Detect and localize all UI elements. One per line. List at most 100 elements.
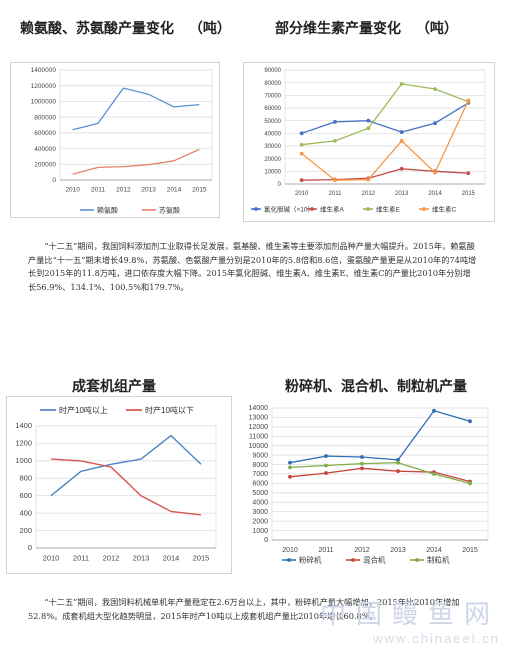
y-tick-label: 5000 xyxy=(252,490,268,497)
chart4-title: 粉碎机、混合机、制粒机产量 xyxy=(285,376,467,396)
y-tick-label: 50000 xyxy=(264,119,281,125)
data-point xyxy=(432,408,436,413)
paragraph-additives-text: “十二五”期间，我国饲料添加剂工业取得长足发展，氨基酸、维生素等主要添加剂品种产… xyxy=(28,241,477,292)
y-tick-label: 0 xyxy=(264,537,268,544)
chart-frame xyxy=(6,396,232,574)
y-tick-label: 2000 xyxy=(252,518,268,525)
y-tick-label: 1200 xyxy=(15,439,32,448)
y-tick-label: 1000 xyxy=(15,456,32,465)
y-tick-label: 9000 xyxy=(252,452,268,459)
x-tick-label: 2014 xyxy=(428,191,442,197)
x-tick-label: 2014 xyxy=(163,554,180,563)
y-tick-label: 6000 xyxy=(252,481,268,488)
x-tick-label: 2012 xyxy=(116,187,131,194)
y-tick-label: 1400000 xyxy=(31,67,57,74)
data-point xyxy=(288,474,292,479)
data-point xyxy=(360,461,364,466)
y-tick-label: 60000 xyxy=(264,106,281,112)
data-point xyxy=(366,177,371,182)
paragraph-machinery-text: “十二五”期间，我国饲料机械单机年产量稳定在2.6万台以上，其中，粉碎机产量大幅… xyxy=(28,597,460,621)
data-point xyxy=(468,481,472,486)
data-point xyxy=(333,178,337,183)
data-point xyxy=(396,469,400,474)
chart2-title-unit: （吨） xyxy=(415,21,458,37)
y-tick-label: 0 xyxy=(52,177,56,184)
legend-marker xyxy=(254,207,258,211)
data-point xyxy=(360,455,364,459)
chart1-title: 赖氨酸、苏氨酸产量变化 （吨） xyxy=(20,18,231,38)
y-tick-label: 0 xyxy=(28,543,32,552)
chart3-title-text: 成套机组产量 xyxy=(72,379,156,395)
data-point xyxy=(396,460,400,465)
y-tick-label: 30000 xyxy=(264,144,281,150)
legend-marker xyxy=(287,558,291,562)
machine-chart: 0 1000 2000 3000 4000 5000 6000 7000 8000 9000 100… xyxy=(249,405,489,565)
series-line-1 xyxy=(50,434,202,497)
watermark: 中国鳗鱼网 www.chinaeel.cn xyxy=(320,594,500,646)
y-tick-label: 600 xyxy=(19,491,32,500)
y-tick-label: 1200000 xyxy=(31,83,57,90)
y-tick-label: 1000 xyxy=(252,528,268,535)
data-point xyxy=(299,131,304,136)
y-tick-label: 7000 xyxy=(252,471,268,478)
y-tick-label: 14000 xyxy=(249,405,269,412)
paragraph-machinery: “十二五”期间，我国饲料机械单机年产量稳定在2.6万台以上，其中，粉碎机产量大幅… xyxy=(28,596,468,623)
x-tick-label: 2010 xyxy=(282,547,298,554)
legend-marker xyxy=(310,207,314,211)
y-tick-label: 4000 xyxy=(252,499,268,506)
data-point xyxy=(466,171,471,176)
x-tick-label: 2015 xyxy=(192,187,207,194)
y-tick-label: 600000 xyxy=(34,130,56,137)
y-tick-label: 13000 xyxy=(249,415,269,422)
y-tick-label: 400 xyxy=(19,508,32,517)
x-tick-label: 2011 xyxy=(91,187,105,194)
x-tick-label: 2015 xyxy=(193,554,210,563)
y-tick-label: 0 xyxy=(278,182,282,188)
legend-marker xyxy=(422,207,426,211)
lysine-threonine-chart: 0 200000 400000 600000 800000 1000000 1200000 1… xyxy=(10,62,220,218)
y-tick-label: 1400 xyxy=(15,421,32,430)
data-point xyxy=(366,118,371,123)
x-tick-label: 2010 xyxy=(295,191,309,197)
y-tick-label: 1000000 xyxy=(31,99,57,106)
chart2-title: 部分维生素产量变化 （吨） xyxy=(275,18,458,38)
legend-label: 维生素A xyxy=(320,204,345,213)
y-tick-label: 3000 xyxy=(252,509,268,516)
data-point xyxy=(333,120,337,124)
legend-marker xyxy=(351,558,355,562)
legend-label: 时产10吨以下 xyxy=(145,405,194,415)
x-tick-label: 2013 xyxy=(390,547,406,554)
data-point xyxy=(466,98,471,103)
data-point xyxy=(366,126,371,131)
x-tick-label: 2013 xyxy=(141,187,156,194)
data-point xyxy=(299,142,304,147)
series-line-2 xyxy=(72,148,200,175)
watermark-url: www.chinaeel.cn xyxy=(373,631,500,646)
series-line-1 xyxy=(72,87,200,131)
x-tick-label: 2013 xyxy=(133,554,150,563)
y-tick-label: 200 xyxy=(19,526,32,535)
x-tick-label: 2014 xyxy=(426,547,442,554)
paragraph-additives: “十二五”期间，我国饲料添加剂工业取得长足发展，氨基酸、维生素等主要添加剂品种产… xyxy=(28,240,478,294)
legend-label: 维生素C xyxy=(432,204,457,213)
y-tick-label: 40000 xyxy=(264,132,281,138)
series-line-2 xyxy=(50,458,202,516)
x-tick-label: 2012 xyxy=(103,554,120,563)
complete-unit-chart: 0 200 400 600 800 1000 1200 1400 2010 2011 2012 201… xyxy=(6,396,232,574)
data-point xyxy=(432,472,436,476)
series-line-2 xyxy=(289,467,471,483)
y-tick-label: 12000 xyxy=(249,424,269,431)
y-tick-label: 10000 xyxy=(249,443,269,450)
series-line-1 xyxy=(289,410,471,464)
legend-label: 时产10吨以上 xyxy=(59,405,108,415)
chart4-title-text: 粉碎机、混合机、制粒机产量 xyxy=(285,379,467,395)
y-tick-label: 8000 xyxy=(252,462,268,469)
y-tick-label: 10000 xyxy=(264,170,281,176)
chart2-title-text: 部分维生素产量变化 xyxy=(275,21,401,37)
data-point xyxy=(433,87,437,91)
data-point xyxy=(433,170,437,175)
data-point xyxy=(396,457,400,462)
legend-label: 粉碎机 xyxy=(299,555,322,565)
chart1-title-unit: （吨） xyxy=(188,21,231,37)
legend-label: 赖氨酸 xyxy=(97,205,118,214)
